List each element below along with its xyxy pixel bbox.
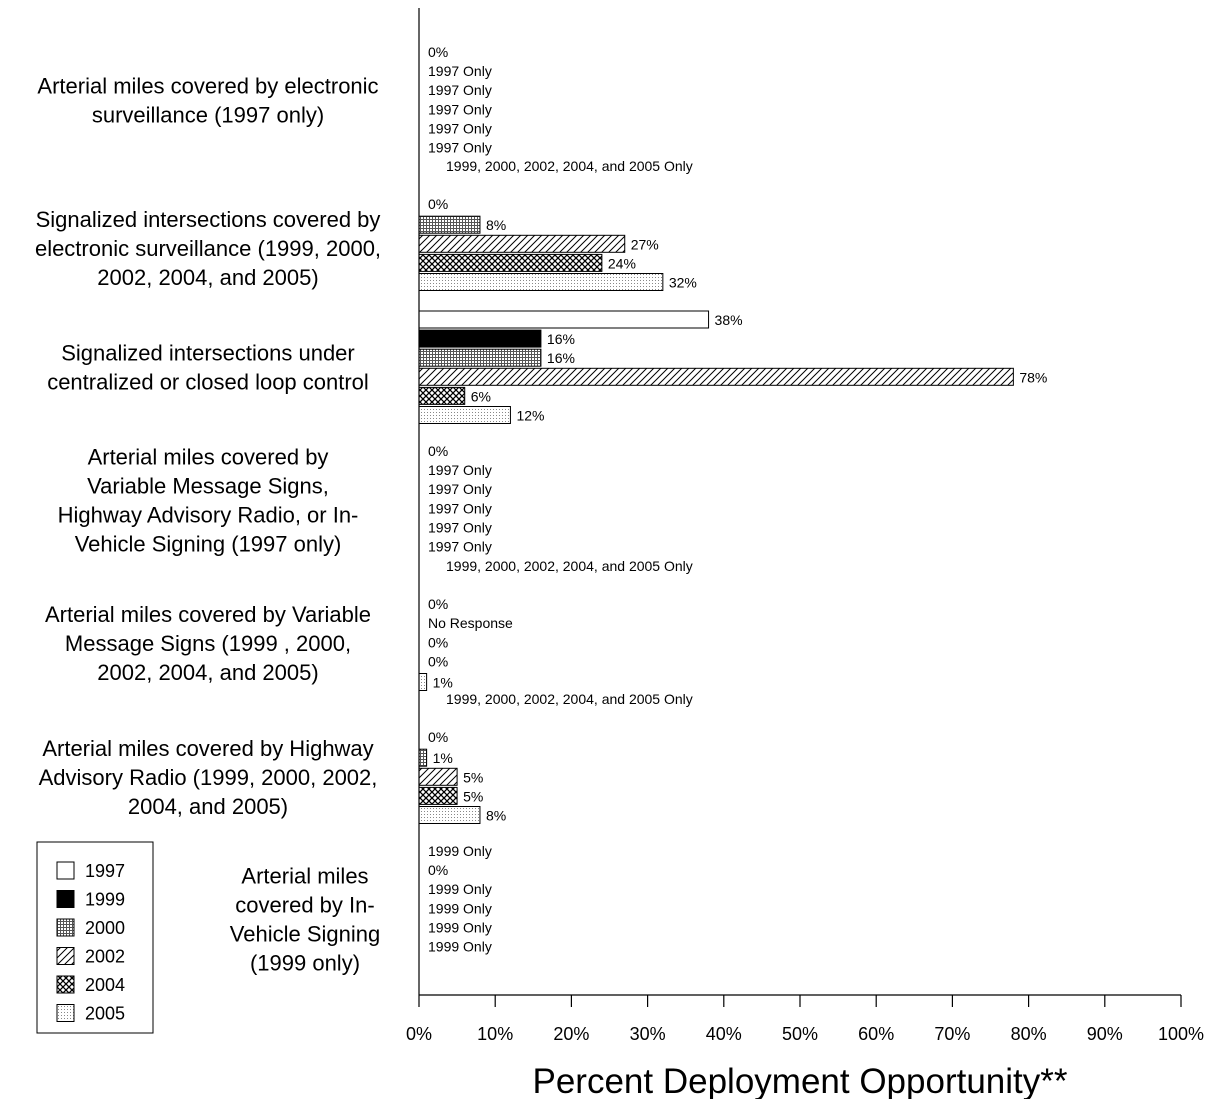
bar-2005	[418, 406, 511, 424]
data-label: 5%	[463, 788, 483, 804]
data-label: 12%	[516, 408, 544, 424]
bar-2002	[418, 234, 626, 253]
data-label: 0%	[428, 443, 448, 459]
bar-2004	[418, 253, 603, 272]
data-label: 1997 Only	[428, 82, 492, 98]
data-label: 0%	[428, 596, 448, 612]
x-axis: 0% 10% 20% 30% 40% 50% 60% 70% 80% 90% 100%	[406, 8, 1204, 1044]
category-label: Arterial miles covered by Variable Messag…	[58, 445, 359, 557]
legend: 1997 1999 2000 2002 2004 2005	[36, 841, 154, 1034]
data-label: 16%	[547, 350, 575, 366]
bar-1997	[418, 310, 710, 329]
data-label: 1999 Only	[428, 939, 492, 955]
data-label: 0%	[428, 729, 448, 745]
legend-label: 1997	[85, 861, 125, 881]
x-tick-label: 70%	[934, 1024, 970, 1044]
group-note: 1999, 2000, 2002, 2004, and 2005 Only	[446, 158, 693, 174]
x-tick-label: 20%	[553, 1024, 589, 1044]
x-tick-label: 0%	[406, 1024, 432, 1044]
data-label: 8%	[486, 808, 506, 824]
x-tick-label: 10%	[477, 1024, 513, 1044]
legend-swatch-1999	[56, 890, 75, 908]
data-label: 0%	[428, 44, 448, 60]
category-label: Arterial miles covered by Highway Advisor…	[39, 736, 378, 819]
data-label: 1999 Only	[428, 843, 492, 859]
category-label: Signalized intersections under centralize…	[47, 341, 369, 395]
data-label: No Response	[428, 615, 513, 631]
data-label: 1997 Only	[428, 120, 492, 136]
data-label: 1999 Only	[428, 900, 492, 916]
bar-2005	[418, 273, 664, 291]
bar-2005	[418, 806, 481, 824]
data-label: 0%	[428, 862, 448, 878]
bar-1999	[418, 329, 542, 348]
data-label: 1997 Only	[428, 63, 492, 79]
category-labels: Arterial miles covered by electronic surv…	[35, 74, 381, 976]
legend-box	[36, 841, 154, 1034]
bar-2005	[418, 673, 428, 691]
bar-2004	[418, 786, 458, 805]
data-label: 78%	[1019, 369, 1047, 385]
x-tick-label: 30%	[630, 1024, 666, 1044]
legend-label: 2000	[85, 918, 125, 938]
category-label: Arterial miles covered by electronic surv…	[37, 74, 378, 128]
x-tick-label: 90%	[1087, 1024, 1123, 1044]
x-axis-title: Percent Deployment Opportunity**	[533, 1062, 1068, 1099]
data-label: 5%	[463, 769, 483, 785]
category-label: Arterial miles covered by Variable Messag…	[45, 602, 371, 685]
bar-2000	[418, 748, 428, 767]
data-label: 1999 Only	[428, 881, 492, 897]
bars-layer: 0% 1997 Only 1997 Only 1997 Only 1997 Only 19…	[418, 44, 1047, 955]
bar-2000	[418, 348, 542, 367]
legend-label: 1999	[85, 890, 125, 910]
data-label: 1997 Only	[428, 140, 492, 156]
x-tick-label: 60%	[858, 1024, 894, 1044]
data-label: 1997 Only	[428, 500, 492, 516]
x-tick-label: 100%	[1158, 1024, 1204, 1044]
x-tick-label: 40%	[706, 1024, 742, 1044]
legend-label: 2002	[85, 947, 125, 967]
data-label: 1997 Only	[428, 519, 492, 535]
data-label: 1997 Only	[428, 462, 492, 478]
bar-2002	[418, 767, 458, 786]
legend-swatch-2004	[56, 975, 75, 994]
legend-swatch-2002	[56, 947, 75, 965]
data-label: 24%	[608, 255, 636, 271]
x-tick-label: 80%	[1011, 1024, 1047, 1044]
bar-2004	[418, 386, 466, 405]
data-label: 1%	[433, 750, 453, 766]
group-note: 1999, 2000, 2002, 2004, and 2005 Only	[446, 691, 693, 707]
data-label: 0%	[428, 196, 448, 212]
data-label: 1997 Only	[428, 539, 492, 555]
data-label: 1997 Only	[428, 101, 492, 117]
legend-label: 2004	[85, 975, 125, 995]
bar-2000	[418, 215, 481, 234]
data-label: 8%	[486, 217, 506, 233]
category-label: Signalized intersections covered by elect…	[35, 207, 381, 290]
data-label: 1999 Only	[428, 919, 492, 935]
legend-swatch-1997	[56, 861, 75, 880]
data-label: 1%	[433, 675, 453, 691]
data-label: 32%	[669, 275, 697, 291]
bar-2002	[418, 367, 1014, 386]
category-label: Arterial miles covered by In-Vehicle Sign…	[230, 864, 380, 976]
legend-label: 2005	[85, 1004, 125, 1024]
x-tick-label: 50%	[782, 1024, 818, 1044]
data-label: 27%	[631, 236, 659, 252]
data-label: 0%	[428, 634, 448, 650]
data-label: 0%	[428, 653, 448, 669]
data-label: 16%	[547, 331, 575, 347]
data-label: 6%	[471, 388, 491, 404]
group-note: 1999, 2000, 2002, 2004, and 2005 Only	[446, 558, 693, 574]
legend-swatch-2000	[56, 918, 75, 937]
data-label: 38%	[715, 312, 743, 328]
legend-swatch-2005	[56, 1004, 75, 1022]
data-label: 1997 Only	[428, 481, 492, 497]
